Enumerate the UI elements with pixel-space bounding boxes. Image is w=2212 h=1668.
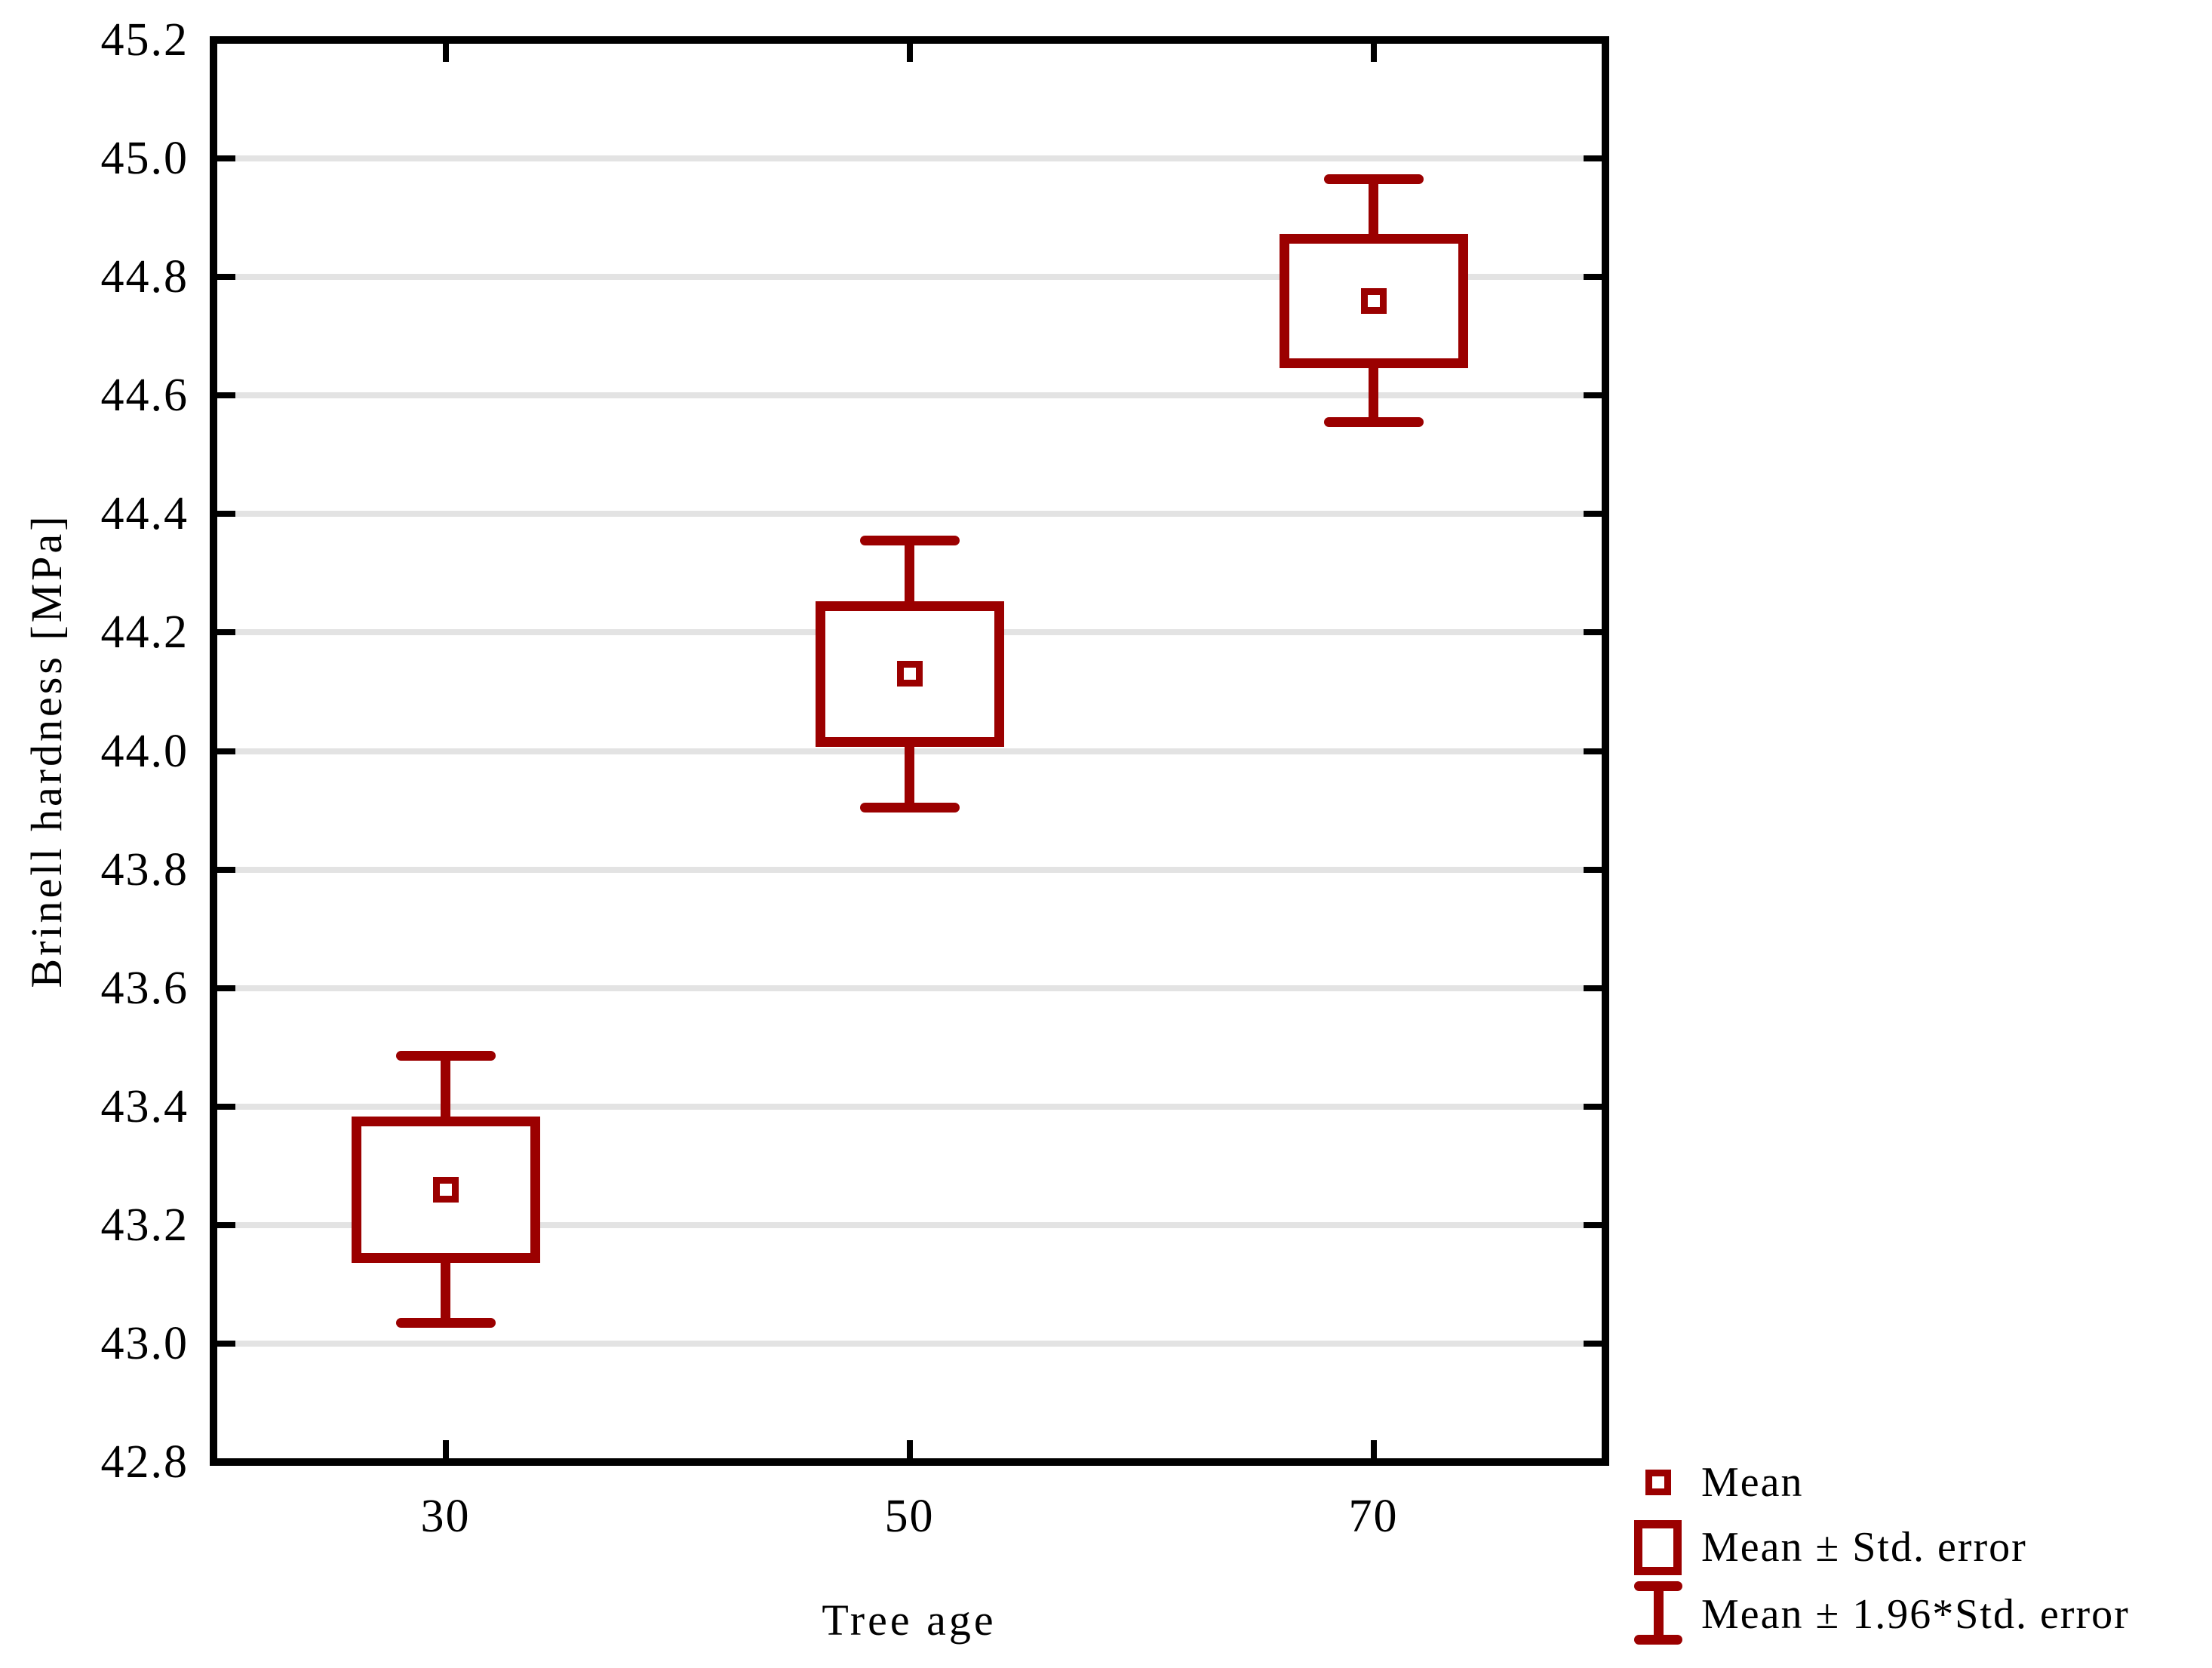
- x-tick-top: [906, 44, 913, 62]
- y-tick-left: [217, 866, 235, 873]
- x-tick-bottom: [906, 1440, 913, 1458]
- y-tick-label: 43.0: [100, 1317, 189, 1369]
- y-tick-right: [1584, 1340, 1602, 1347]
- y-gridline: [221, 392, 1598, 399]
- mean-marker: [896, 661, 923, 687]
- y-gridline: [221, 866, 1598, 873]
- y-tick-right: [1584, 866, 1602, 873]
- whisker-cap-top: [859, 536, 960, 546]
- mean-marker-legend-icon: [1645, 1470, 1671, 1495]
- x-tick-top: [1370, 44, 1377, 62]
- y-tick-label: 44.8: [100, 251, 189, 303]
- y-tick-label: 43.4: [100, 1080, 189, 1132]
- y-tick-left: [217, 155, 235, 162]
- legend-label-196-std-error: Mean ± 1.96*Std. error: [1701, 1591, 2130, 1638]
- mean-marker: [432, 1176, 459, 1203]
- y-tick-right: [1584, 748, 1602, 754]
- whisker-cap-bottom: [859, 802, 960, 812]
- y-gridline: [221, 274, 1598, 281]
- y-tick-label: 42.8: [100, 1436, 189, 1488]
- y-tick-right: [1584, 392, 1602, 399]
- y-tick-left: [217, 511, 235, 518]
- y-gridline: [221, 1103, 1598, 1110]
- y-tick-left: [217, 1103, 235, 1110]
- y-tick-right: [1584, 985, 1602, 991]
- plot-frame: [210, 36, 1609, 1466]
- y-gridline: [221, 985, 1598, 991]
- y-tick-left: [217, 985, 235, 991]
- x-tick-top: [442, 44, 449, 62]
- y-tick-left: [217, 274, 235, 281]
- y-tick-label: 45.0: [100, 133, 189, 185]
- y-tick-label: 44.6: [100, 370, 189, 422]
- x-axis-title: Tree age: [822, 1596, 997, 1645]
- y-gridline: [221, 155, 1598, 162]
- mean-marker: [1360, 287, 1387, 314]
- y-gridline: [221, 1221, 1598, 1228]
- whisker-cap-bottom: [395, 1317, 496, 1328]
- y-tick-label: 44.2: [100, 607, 189, 659]
- box-legend-icon: [1634, 1520, 1682, 1575]
- y-tick-right: [1584, 274, 1602, 281]
- x-tick-bottom: [442, 1440, 449, 1458]
- y-tick-label: 44.0: [100, 725, 189, 777]
- y-tick-label: 44.4: [100, 488, 189, 540]
- y-gridline: [221, 1340, 1598, 1347]
- y-tick-right: [1584, 155, 1602, 162]
- x-tick-label: 50: [884, 1491, 935, 1542]
- std-error-box: [351, 1116, 540, 1263]
- y-tick-left: [217, 1221, 235, 1228]
- y-tick-label: 45.2: [100, 14, 189, 66]
- y-tick-left: [217, 748, 235, 754]
- legend-label-mean: Mean: [1701, 1459, 1804, 1506]
- y-tick-label: 43.2: [100, 1199, 189, 1251]
- y-gridline: [221, 511, 1598, 518]
- x-tick-label: 30: [420, 1491, 471, 1542]
- y-tick-right: [1584, 1103, 1602, 1110]
- whisker-cap-top: [1323, 174, 1424, 185]
- x-tick-label: 70: [1348, 1491, 1399, 1542]
- y-tick-left: [217, 629, 235, 636]
- y-tick-label: 43.6: [100, 962, 189, 1014]
- legend-label-std-error: Mean ± Std. error: [1701, 1524, 2027, 1571]
- x-tick-bottom: [1370, 1440, 1377, 1458]
- whisker-cap-bottom: [1323, 417, 1424, 428]
- y-tick-label: 43.8: [100, 843, 189, 895]
- y-tick-right: [1584, 629, 1602, 636]
- y-tick-right: [1584, 511, 1602, 518]
- y-tick-right: [1584, 1221, 1602, 1228]
- whisker-cap-top: [395, 1051, 496, 1061]
- y-tick-left: [217, 392, 235, 399]
- y-tick-left: [217, 1340, 235, 1347]
